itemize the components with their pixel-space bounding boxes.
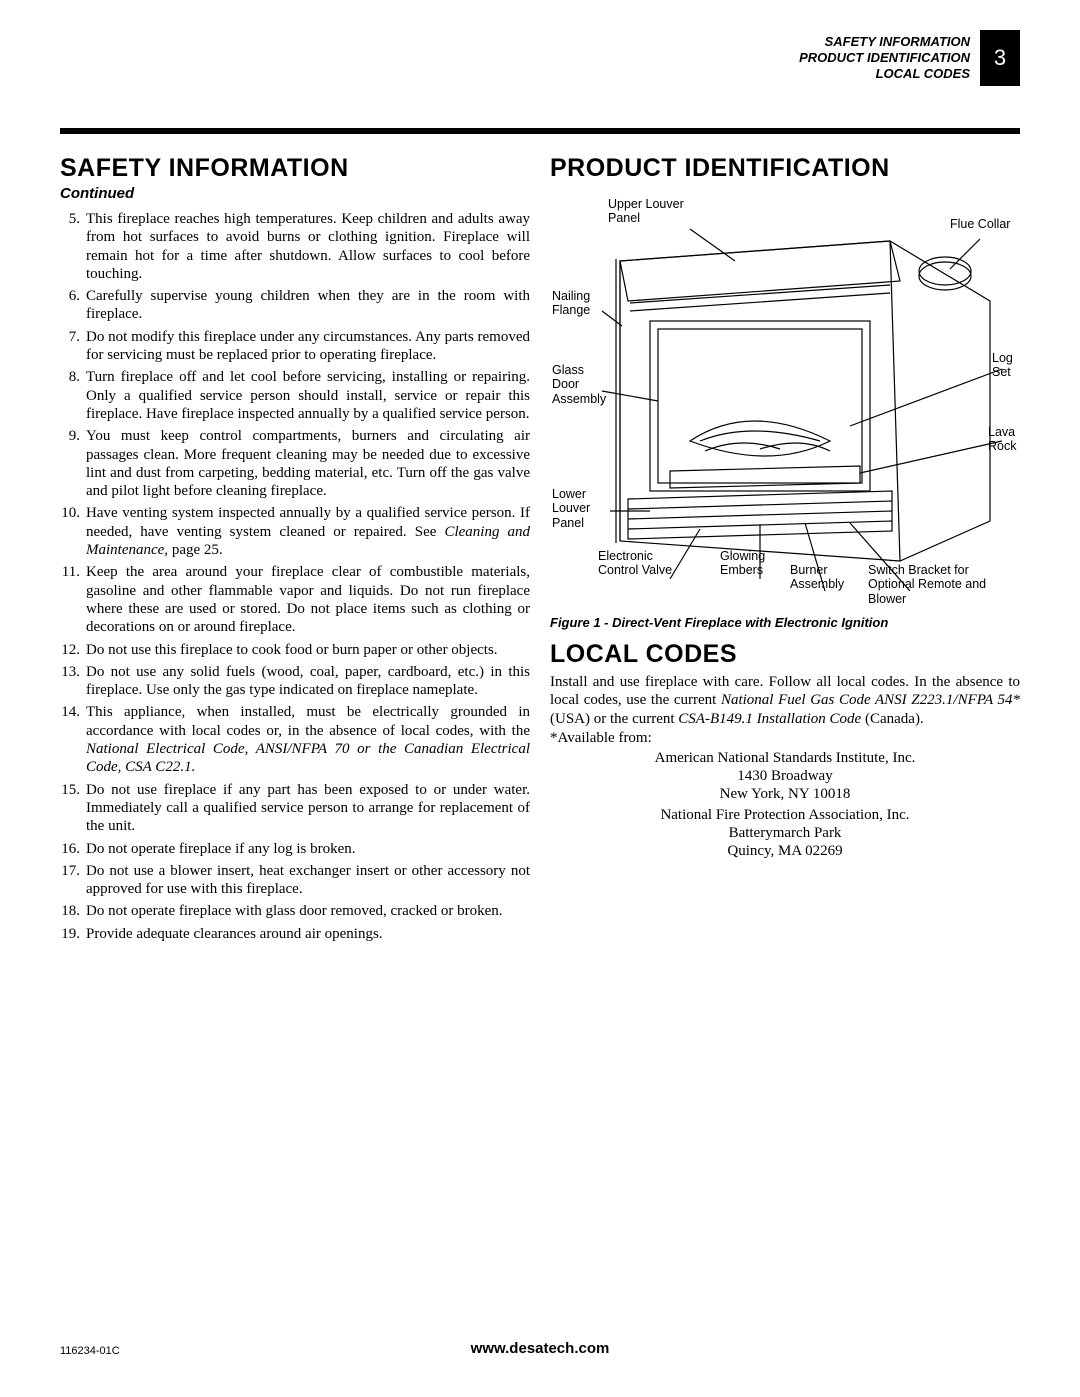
label-switch-bracket: Switch Bracket for Optional Remote and B… <box>868 563 986 606</box>
safety-item-text: You must keep control compartments, burn… <box>86 427 530 500</box>
safety-item: 8.Turn fireplace off and let cool before… <box>60 368 530 423</box>
safety-item-text: Provide adequate clearances around air o… <box>86 925 530 943</box>
header-block: SAFETY INFORMATION PRODUCT IDENTIFICATIO… <box>799 30 1020 86</box>
safety-item-text: Carefully supervise young children when … <box>86 287 530 324</box>
safety-item-number: 6. <box>60 287 86 324</box>
right-column: PRODUCT IDENTIFICATION <box>550 154 1020 947</box>
header-line-1: SAFETY INFORMATION <box>799 34 970 50</box>
safety-item: 18.Do not operate fireplace with glass d… <box>60 902 530 920</box>
label-upper-louver: Upper Louver Panel <box>608 197 684 226</box>
safety-item-text: Do not use fireplace if any part has bee… <box>86 781 530 836</box>
safety-item: 11.Keep the area around your fireplace c… <box>60 563 530 636</box>
safety-item-text: Do not operate fireplace if any log is b… <box>86 840 530 858</box>
header-line-3: LOCAL CODES <box>799 66 970 82</box>
label-burner-assembly: Burner Assembly <box>790 563 844 592</box>
label-log-set: Log Set <box>992 351 1013 380</box>
safety-item-number: 13. <box>60 663 86 700</box>
label-lower-louver: Lower Louver Panel <box>552 487 590 530</box>
safety-list: 5.This fireplace reaches high temperatur… <box>60 210 530 943</box>
safety-item-number: 11. <box>60 563 86 636</box>
safety-heading: SAFETY INFORMATION <box>60 154 530 183</box>
safety-item-text: Have venting system inspected annually b… <box>86 504 530 559</box>
product-id-heading: PRODUCT IDENTIFICATION <box>550 154 1020 183</box>
safety-item: 6.Carefully supervise young children whe… <box>60 287 530 324</box>
safety-item: 12.Do not use this fireplace to cook foo… <box>60 641 530 659</box>
safety-item-number: 16. <box>60 840 86 858</box>
safety-item: 14.This appliance, when installed, must … <box>60 703 530 776</box>
safety-item-text: Do not operate fireplace with glass door… <box>86 902 530 920</box>
local-codes-heading: LOCAL CODES <box>550 640 1020 669</box>
safety-item: 16.Do not operate fireplace if any log i… <box>60 840 530 858</box>
footer-doc-id: 116234-01C <box>60 1345 120 1357</box>
safety-item: 10.Have venting system inspected annuall… <box>60 504 530 559</box>
safety-item-number: 19. <box>60 925 86 943</box>
footer-url: www.desatech.com <box>471 1340 610 1357</box>
safety-item-text: Do not use any solid fuels (wood, coal, … <box>86 663 530 700</box>
safety-item: 15.Do not use fireplace if any part has … <box>60 781 530 836</box>
address-nfpa: National Fire Protection Association, In… <box>550 806 1020 861</box>
continued-label: Continued <box>60 185 530 202</box>
safety-item-number: 10. <box>60 504 86 559</box>
label-nailing-flange: Nailing Flange <box>552 289 590 318</box>
local-codes-paragraph: Install and use fireplace with care. Fol… <box>550 673 1020 728</box>
top-rule <box>60 128 1020 134</box>
safety-item-text: Turn fireplace off and let cool before s… <box>86 368 530 423</box>
safety-item-number: 8. <box>60 368 86 423</box>
safety-item: 9.You must keep control compartments, bu… <box>60 427 530 500</box>
safety-item-number: 9. <box>60 427 86 500</box>
label-glowing-embers: Glowing Embers <box>720 549 765 578</box>
label-glass-door: Glass Door Assembly <box>552 363 606 406</box>
safety-item-text: Do not use this fireplace to cook food o… <box>86 641 530 659</box>
safety-item-text: Do not use a blower insert, heat exchang… <box>86 862 530 899</box>
product-diagram: Upper Louver Panel Flue Collar Nailing F… <box>550 191 1020 611</box>
safety-item-text: This fireplace reaches high temperatures… <box>86 210 530 283</box>
available-from: *Available from: <box>550 730 1020 747</box>
header-line-2: PRODUCT IDENTIFICATION <box>799 50 970 66</box>
safety-item-text: This appliance, when installed, must be … <box>86 703 530 776</box>
safety-item-text: Keep the area around your fireplace clea… <box>86 563 530 636</box>
safety-item-number: 14. <box>60 703 86 776</box>
safety-item: 7.Do not modify this fireplace under any… <box>60 328 530 365</box>
safety-item: 13.Do not use any solid fuels (wood, coa… <box>60 663 530 700</box>
address-ansi: American National Standards Institute, I… <box>550 749 1020 804</box>
label-electronic-valve: Electronic Control Valve <box>598 549 672 578</box>
label-lava-rock: Lava Rock <box>988 425 1016 454</box>
left-column: SAFETY INFORMATION Continued 5.This fire… <box>60 154 530 947</box>
safety-item-number: 12. <box>60 641 86 659</box>
header-section-titles: SAFETY INFORMATION PRODUCT IDENTIFICATIO… <box>799 34 970 83</box>
safety-item: 17.Do not use a blower insert, heat exch… <box>60 862 530 899</box>
safety-item-number: 15. <box>60 781 86 836</box>
footer: 116234-01C www.desatech.com <box>60 1345 1020 1357</box>
safety-item-number: 7. <box>60 328 86 365</box>
safety-item: 5.This fireplace reaches high temperatur… <box>60 210 530 283</box>
safety-item: 19.Provide adequate clearances around ai… <box>60 925 530 943</box>
safety-item-number: 17. <box>60 862 86 899</box>
label-flue-collar: Flue Collar <box>950 217 1010 231</box>
page-number: 3 <box>980 30 1020 86</box>
figure-caption: Figure 1 - Direct-Vent Fireplace with El… <box>550 615 1020 630</box>
safety-item-number: 5. <box>60 210 86 283</box>
safety-item-number: 18. <box>60 902 86 920</box>
fireplace-svg <box>550 191 1020 611</box>
safety-item-text: Do not modify this fireplace under any c… <box>86 328 530 365</box>
